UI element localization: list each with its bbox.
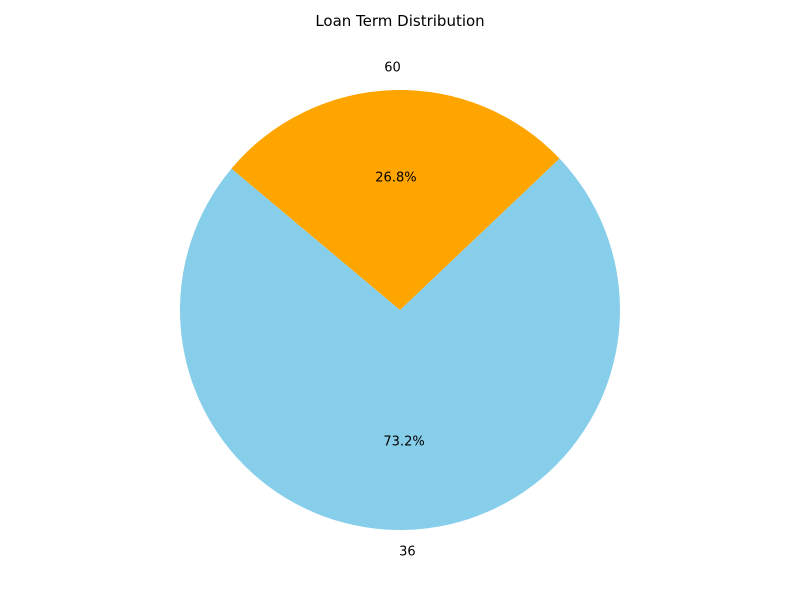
slice-label-36: 36 [399, 544, 416, 559]
pie-slice-60 [231, 90, 560, 310]
pie-slice-36 [179, 158, 620, 531]
chart-title: Loan Term Distribution [315, 12, 484, 30]
pie-labels: 36 73.2% 60 26.8% [375, 61, 424, 560]
pie-slices [179, 90, 620, 531]
pct-label-60: 26.8% [375, 171, 416, 186]
pct-label-36: 73.2% [383, 434, 424, 449]
slice-label-60: 60 [384, 61, 401, 76]
